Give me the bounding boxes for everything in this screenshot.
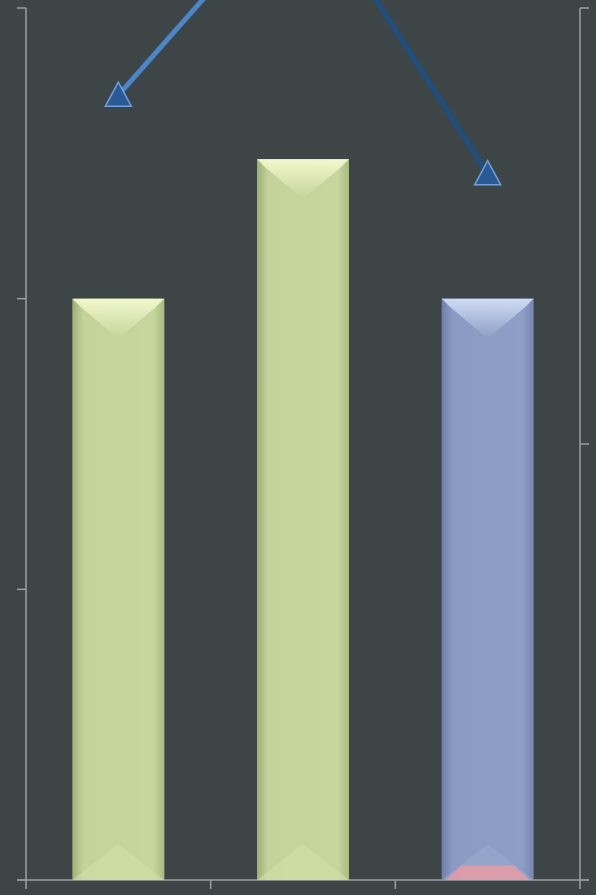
bar (441, 298, 534, 881)
line-series (104, 0, 502, 186)
bar (72, 298, 165, 881)
bar (257, 159, 349, 880)
bar-bevel-bottom (72, 844, 165, 880)
line-segment (373, 0, 491, 177)
line-segment (115, 0, 206, 98)
bar-bevel-top (257, 159, 349, 200)
bar-bevel-bottom (257, 844, 349, 880)
line-point-triangle-marker (104, 80, 133, 107)
bar-stack-segment (445, 865, 530, 880)
bar-bevel-top (72, 298, 165, 339)
line-point-triangle-marker (473, 159, 502, 186)
bars (72, 159, 534, 881)
bar-bevel-top (441, 298, 534, 339)
